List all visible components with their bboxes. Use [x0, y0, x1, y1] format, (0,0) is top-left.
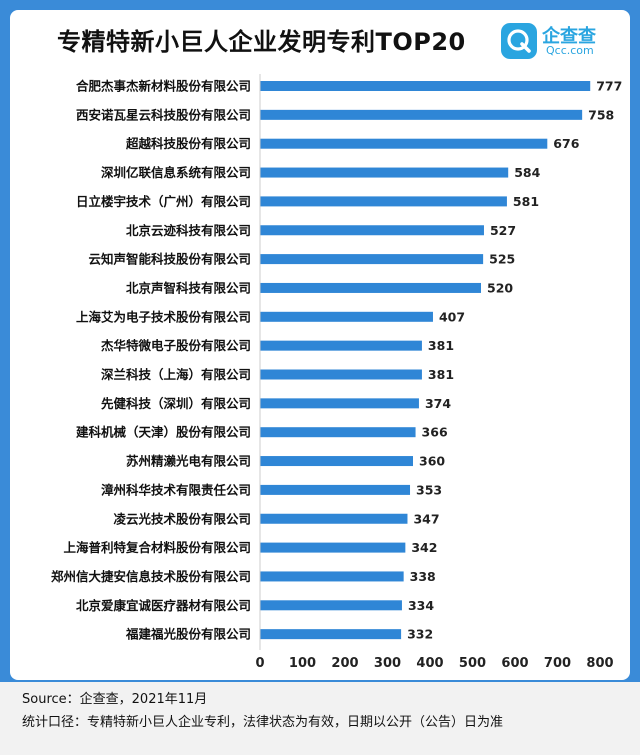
category-label: 合肥杰事杰新材料股份有限公司	[76, 79, 251, 94]
bar-9	[260, 311, 433, 322]
bar-7	[260, 254, 484, 265]
category-label: 北京云迹科技有限公司	[126, 223, 251, 238]
category-label: 云知声智能科技股份有限公司	[88, 252, 251, 267]
category-label: 凌云光技术股份有限公司	[113, 511, 251, 526]
bar-13	[260, 427, 416, 438]
bar-12	[260, 398, 419, 409]
value-label: 334	[408, 598, 434, 613]
x-tick-label: 500	[459, 656, 486, 671]
value-label: 360	[419, 454, 445, 469]
category-label: 日立楼宇技术（广州）有限公司	[76, 194, 251, 209]
bar-15	[260, 484, 411, 495]
chart-title: 专精特新小巨人企业发明专利TOP20	[57, 28, 466, 56]
brand-name: 企查查	[542, 26, 596, 47]
value-label: 338	[410, 569, 436, 584]
value-label: 381	[428, 367, 454, 382]
value-label: 381	[428, 338, 454, 353]
category-label: 上海艾为电子技术股份有限公司	[76, 309, 251, 324]
value-label: 374	[425, 396, 451, 411]
value-label: 342	[411, 540, 437, 555]
bar-1	[260, 81, 591, 91]
value-label: 347	[413, 511, 439, 526]
brand-domain: Qcc.com	[546, 44, 594, 57]
value-label: 366	[422, 425, 448, 440]
value-label: 332	[407, 627, 433, 642]
value-label: 676	[553, 136, 579, 151]
value-label: 581	[513, 194, 539, 209]
bar-5	[260, 196, 507, 207]
category-label: 先健科技（深圳）有限公司	[101, 396, 251, 411]
value-label: 520	[487, 280, 513, 295]
bar-20	[260, 629, 402, 640]
x-tick-label: 100	[289, 656, 316, 671]
value-label: 777	[596, 79, 622, 94]
bar-8	[260, 282, 481, 293]
bar-17	[260, 542, 406, 553]
category-label: 深圳亿联信息系统有限公司	[101, 165, 251, 180]
bar-10	[260, 340, 422, 351]
value-label: 758	[588, 107, 614, 122]
category-label: 深兰科技（上海）有限公司	[101, 367, 251, 382]
x-tick-label: 200	[331, 656, 358, 671]
x-tick-label: 700	[544, 656, 571, 671]
category-label: 超越科技股份有限公司	[125, 136, 251, 151]
bar-11	[260, 369, 422, 380]
bar-2	[260, 109, 583, 120]
category-label: 杰华特微电子股份有限公司	[101, 338, 251, 353]
value-label: 525	[489, 252, 515, 267]
footer: Source：企查查，2021年11月 统计口径：专精特新小巨人企业专利，法律状…	[0, 682, 640, 755]
x-tick-label: 300	[374, 656, 401, 671]
bar-19	[260, 600, 402, 611]
bar-18	[260, 571, 404, 582]
value-label: 584	[514, 165, 540, 180]
category-label: 福建福光股份有限公司	[125, 627, 251, 642]
magnifier-q-icon	[501, 23, 537, 59]
x-tick-label: 400	[416, 656, 443, 671]
x-tick-label: 0	[255, 656, 264, 671]
x-tick-label: 800	[586, 656, 613, 671]
bar-16	[260, 513, 408, 524]
category-label: 郑州信大捷安信息技术股份有限公司	[51, 569, 251, 584]
category-label: 漳州科华技术有限责任公司	[101, 482, 251, 497]
brand-logo: 企查查 Qcc.com	[500, 20, 620, 64]
category-label: 建科机械（天津）股份有限公司	[76, 425, 251, 440]
source-text: Source：企查查，2021年11月	[22, 692, 208, 707]
value-label: 353	[416, 482, 442, 497]
bar-14	[260, 456, 413, 467]
category-label: 苏州精濑光电有限公司	[126, 454, 251, 469]
bar-3	[260, 138, 548, 149]
category-label: 北京爱康宜诚医疗器材有限公司	[76, 598, 251, 613]
bar-chart: 合肥杰事杰新材料股份有限公司 777 西安诺瓦星云科技股份有限公司 758 超越科技股份…	[51, 74, 622, 671]
value-label: 527	[490, 223, 516, 238]
category-label: 西安诺瓦星云科技股份有限公司	[76, 107, 251, 122]
bar-6	[260, 225, 484, 236]
category-label: 北京声智科技有限公司	[126, 280, 251, 295]
category-label: 上海普利特复合材料股份有限公司	[63, 540, 251, 555]
x-tick-label: 600	[501, 656, 528, 671]
bar-4	[260, 167, 509, 178]
note-text: 统计口径：专精特新小巨人企业专利，法律状态为有效，日期以公开（公告）日为准	[22, 715, 504, 730]
value-label: 407	[439, 309, 465, 324]
